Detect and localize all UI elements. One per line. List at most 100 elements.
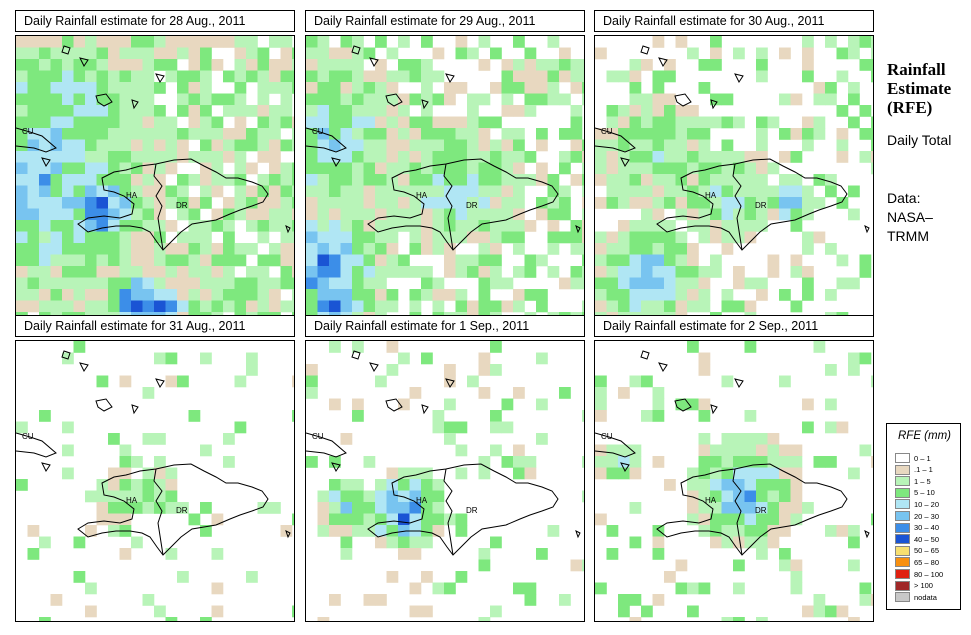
rainfall-cell <box>292 174 294 186</box>
rainfall-cell <box>848 352 860 365</box>
rainfall-cell <box>398 479 410 491</box>
rainfall-cell <box>606 231 619 244</box>
rainfall-cell <box>73 231 86 244</box>
rainfall-cell <box>802 502 814 514</box>
rainfall-cell <box>629 444 642 457</box>
rainfall-cell <box>108 513 120 526</box>
rainfall-cell <box>329 254 341 267</box>
rainfall-cell <box>744 220 757 232</box>
rainfall-cell <box>802 128 814 140</box>
rainfall-cell <box>386 243 399 255</box>
rainfall-cell <box>363 513 376 526</box>
rainfall-cell <box>721 185 734 198</box>
rainfall-cell <box>340 70 353 83</box>
rainfall-cell <box>363 82 376 94</box>
rainfall-cell <box>352 185 364 198</box>
rainfall-cell <box>582 220 584 232</box>
rainfall-cell <box>317 162 330 175</box>
rainfall-cell <box>292 220 294 232</box>
rainfall-cell <box>802 266 814 278</box>
rainfall-cell <box>188 289 201 301</box>
rainfall-cell <box>165 490 178 503</box>
rainfall-cell <box>257 300 270 313</box>
rainfall-cell <box>375 185 387 198</box>
rainfall-cell <box>375 93 387 106</box>
rainfall-cell <box>398 490 410 503</box>
rainfall-cell <box>409 185 422 198</box>
coastline <box>421 99 429 110</box>
rainfall-cell <box>536 398 548 411</box>
rainfall-cell <box>756 70 768 83</box>
rainfall-cell <box>652 289 665 301</box>
rainfall-cell <box>710 490 722 503</box>
rainfall-cell <box>871 151 873 163</box>
rainfall-cell <box>501 128 514 140</box>
rainfall-cell <box>73 197 86 209</box>
rainfall-cell <box>756 197 768 209</box>
rainfall-cell <box>595 254 607 267</box>
coastline <box>77 158 269 251</box>
rainfall-cell <box>536 300 548 313</box>
rainfall-cell <box>478 151 491 163</box>
rainfall-cell <box>211 128 224 140</box>
rainfall-cell <box>142 208 155 221</box>
legend-label: 50 – 65 <box>914 546 940 556</box>
rainfall-cell <box>664 266 676 278</box>
rainfall-cell <box>306 185 318 198</box>
rainfall-cell <box>234 289 247 301</box>
rainfall-cell <box>652 82 665 94</box>
legend-label: 0 – 1 <box>914 453 931 463</box>
rainfall-cell <box>62 139 74 152</box>
rainfall-cell <box>292 231 294 244</box>
rainfall-cell <box>108 467 120 480</box>
rainfall-cell <box>606 197 619 209</box>
rainfall-cell <box>200 444 212 457</box>
rainfall-cell <box>386 231 399 244</box>
rainfall-cell <box>386 364 399 376</box>
rainfall-cell <box>363 185 376 198</box>
rainfall-cell <box>108 479 120 491</box>
rainfall-cell <box>50 47 63 60</box>
rainfall-cell <box>733 582 745 595</box>
rainfall-cell <box>306 70 318 83</box>
rainfall-cell <box>142 220 155 232</box>
rainfall-cell <box>490 254 502 267</box>
rainfall-cell <box>246 300 258 313</box>
rainfall-cell <box>664 174 676 186</box>
legend-item: > 100 <box>895 580 933 591</box>
rainfall-cell <box>142 231 155 244</box>
rainfall-cell <box>188 59 201 71</box>
coastline <box>16 127 57 153</box>
rainfall-cell <box>165 70 178 83</box>
rainfall-cell <box>375 312 387 316</box>
rainfall-cell <box>108 231 120 244</box>
rainfall-cell <box>421 502 433 514</box>
rainfall-cell <box>790 266 803 278</box>
rainfall-cell <box>154 300 166 313</box>
rainfall-cell <box>292 162 294 175</box>
rainfall-cell <box>306 197 318 209</box>
rainfall-cell <box>177 185 189 198</box>
rainfall-cell <box>501 456 514 468</box>
rainfall-cell <box>280 185 293 198</box>
rainfall-cell <box>352 231 364 244</box>
rainfall-cell <box>50 139 63 152</box>
rainfall-cell <box>131 243 143 255</box>
rainfall-cell <box>50 162 63 175</box>
rainfall-cell <box>73 82 86 94</box>
rainfall-cell <box>375 220 387 232</box>
rainfall-cell <box>154 59 166 71</box>
rainfall-cell <box>455 254 468 267</box>
rainfall-cell <box>409 116 422 129</box>
rainfall-cell <box>375 82 387 94</box>
rainfall-cell <box>432 513 445 526</box>
coastline <box>658 57 668 67</box>
rainfall-cell <box>108 139 120 152</box>
rainfall-cell <box>559 387 571 399</box>
rainfall-cell <box>269 277 281 290</box>
rainfall-cell <box>165 151 178 163</box>
rainfall-cell <box>340 59 353 71</box>
coastline <box>285 225 291 234</box>
rainfall-cell <box>687 243 699 255</box>
rainfall-cell <box>292 59 294 71</box>
